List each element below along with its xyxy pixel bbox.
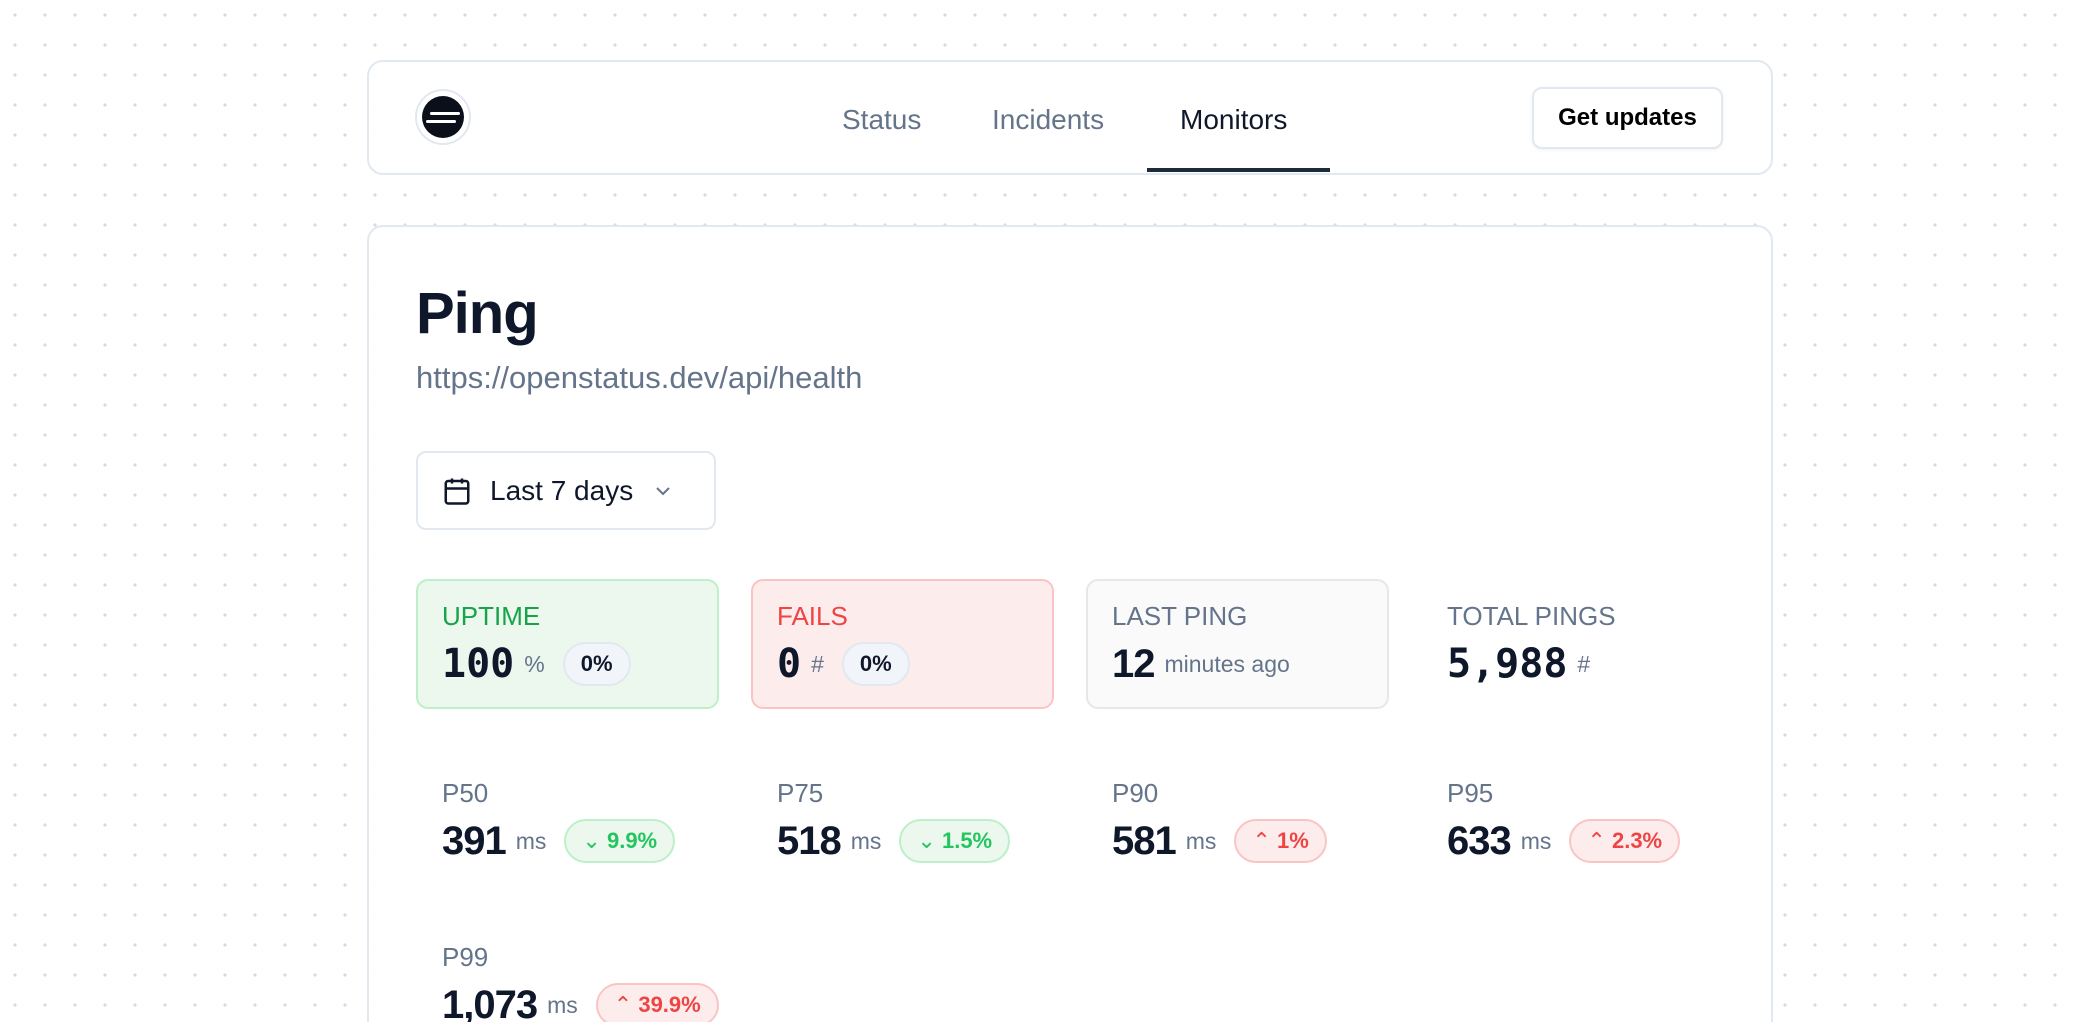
fails-change-badge: 0% — [841, 642, 910, 686]
percentile-unit: ms — [547, 991, 578, 1018]
total-pings-card: TOTAL PINGS 5,988 # — [1421, 579, 1724, 709]
last-ping-card: LAST PING 12 minutes ago — [1086, 579, 1389, 709]
fails-card: FAILS 0 #0% — [751, 579, 1054, 709]
total-pings-unit: # — [1577, 650, 1591, 677]
percentile-p90: P90 581 ms ⌃ 1% — [1086, 778, 1389, 864]
percentile-value: 391 — [442, 818, 507, 863]
percentile-change: 39.9% — [638, 992, 701, 1017]
percentile-change: 1.5% — [941, 828, 993, 853]
percentile-label: P95 — [1447, 778, 1494, 808]
percentile-unit: ms — [515, 827, 547, 854]
uptime-value: 100 — [442, 641, 515, 687]
percentile-p95: P95 633 ms ⌃ 2.3% — [1421, 778, 1724, 864]
calendar-icon — [444, 478, 470, 505]
percentile-p50: P50 391 ms ⌄ 9.9% — [416, 778, 719, 864]
uptime-unit: % — [524, 650, 545, 677]
total-pings-value: 5,988 — [1447, 641, 1568, 687]
chevron-down-icon — [656, 486, 670, 495]
nav-monitors[interactable]: Monitors — [1180, 104, 1288, 135]
date-range-label: Last 7 days — [490, 474, 634, 506]
percentile-value: 633 — [1447, 818, 1512, 863]
total-pings-label: TOTAL PINGS — [1447, 601, 1616, 631]
percentile-unit: ms — [1520, 827, 1552, 854]
percentile-label: P90 — [1112, 778, 1159, 808]
percentile-unit: ms — [850, 827, 882, 854]
percentile-change-badge: ⌃ 39.9% — [595, 983, 719, 1022]
percentile-value: 1,073 — [442, 982, 538, 1022]
percentile-change: 1% — [1276, 828, 1309, 853]
active-tab-indicator — [1147, 168, 1330, 172]
fails-value: 0 — [777, 641, 802, 687]
page-title: Ping — [416, 281, 539, 346]
percentile-change-badge: ⌃ 1% — [1234, 819, 1327, 863]
get-updates-button[interactable]: Get updates — [1532, 87, 1723, 149]
percentile-label: P75 — [777, 778, 824, 808]
last-ping-unit: minutes ago — [1164, 650, 1290, 677]
percentile-label: P99 — [442, 942, 489, 972]
date-range-picker[interactable]: Last 7 days — [416, 451, 716, 530]
last-ping-value: 12 — [1112, 641, 1155, 686]
percentile-p99: P99 1,073 ms ⌃ 39.9% — [416, 942, 719, 1022]
nav-incidents[interactable]: Incidents — [992, 104, 1105, 135]
uptime-change-badge: 0% — [562, 642, 631, 686]
chevron-down-icon: ⌄ — [582, 828, 607, 853]
percentile-change-badge: ⌄ 9.9% — [564, 819, 676, 863]
percentile-p75: P75 518 ms ⌄ 1.5% — [751, 778, 1054, 864]
fails-unit: # — [811, 650, 824, 677]
percentile-value: 581 — [1112, 818, 1177, 863]
chevron-up-icon: ⌃ — [613, 992, 639, 1017]
percentile-change-badge: ⌄ 1.5% — [899, 819, 1011, 863]
percentile-label: P50 — [442, 778, 489, 808]
uptime-card: UPTIME 100% 0% — [416, 579, 719, 709]
nav-status[interactable]: Status — [842, 104, 922, 135]
percentile-unit: ms — [1185, 827, 1217, 854]
uptime-label: UPTIME — [442, 601, 541, 631]
monitor-url: https://openstatus.dev/api/health — [416, 360, 863, 395]
percentile-value: 518 — [777, 818, 842, 863]
chevron-up-icon: ⌃ — [1587, 828, 1612, 853]
percentile-change: 9.9% — [606, 828, 658, 853]
fails-label: FAILS — [777, 601, 848, 631]
chevron-up-icon: ⌃ — [1252, 828, 1277, 853]
last-ping-label: LAST PING — [1112, 601, 1248, 631]
openstatus-logo[interactable] — [415, 89, 471, 145]
percentile-change: 2.3% — [1611, 828, 1663, 853]
chevron-down-icon: ⌄ — [917, 828, 942, 853]
percentile-change-badge: ⌃ 2.3% — [1569, 819, 1681, 863]
